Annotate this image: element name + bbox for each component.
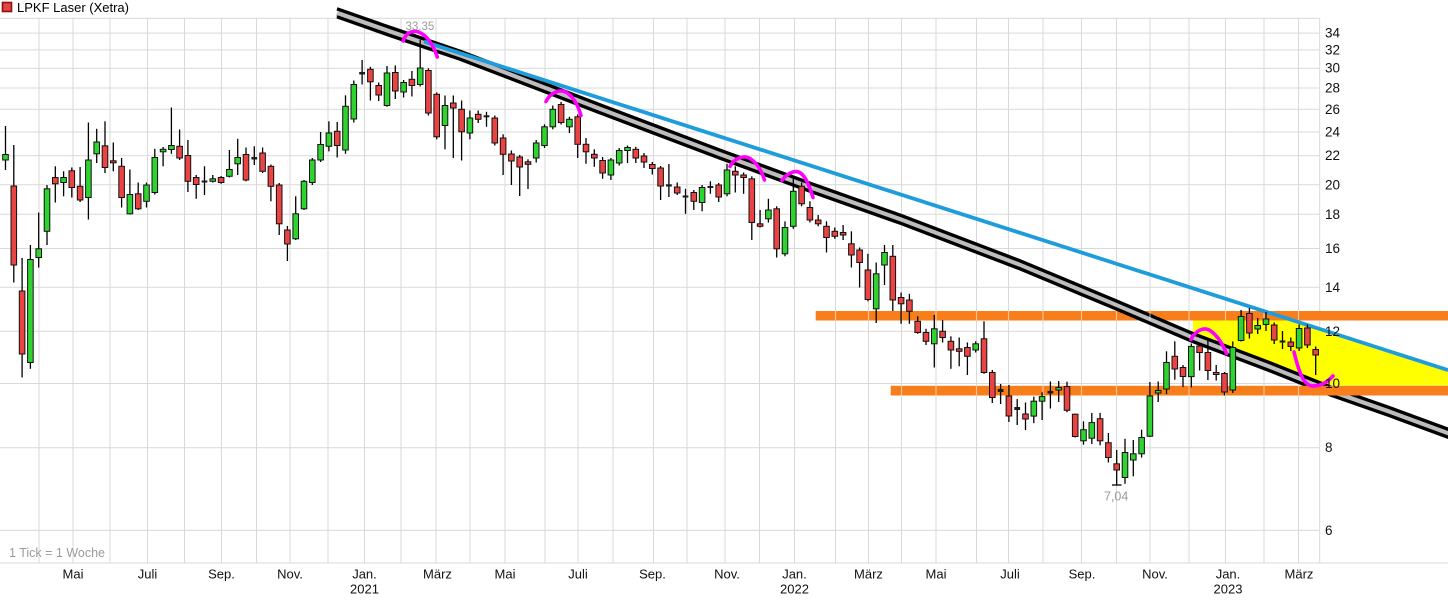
svg-text:Sep.: Sep.	[639, 567, 666, 582]
svg-text:24: 24	[1325, 125, 1341, 140]
svg-text:März: März	[1285, 567, 1314, 582]
svg-text:2022: 2022	[780, 582, 809, 597]
svg-text:Nov.: Nov.	[277, 567, 303, 582]
svg-text:Mai: Mai	[63, 567, 84, 582]
svg-text:10: 10	[1325, 376, 1340, 391]
svg-text:2021: 2021	[350, 582, 379, 597]
svg-text:28: 28	[1325, 81, 1340, 96]
svg-text:22: 22	[1325, 148, 1340, 163]
svg-text:8: 8	[1325, 440, 1333, 455]
svg-text:2023: 2023	[1214, 582, 1243, 597]
svg-text:Mai: Mai	[495, 567, 516, 582]
svg-text:6: 6	[1325, 523, 1333, 538]
svg-text:26: 26	[1325, 102, 1340, 117]
svg-text:16: 16	[1325, 241, 1340, 256]
svg-text:14: 14	[1325, 280, 1341, 295]
svg-text:März: März	[423, 567, 452, 582]
svg-text:12: 12	[1325, 324, 1340, 339]
svg-text:33,35: 33,35	[406, 21, 435, 33]
svg-text:Mai: Mai	[926, 567, 947, 582]
svg-text:32: 32	[1325, 42, 1340, 57]
svg-text:30: 30	[1325, 61, 1340, 76]
svg-text:1 Tick = 1 Woche: 1 Tick = 1 Woche	[9, 546, 105, 560]
svg-text:LPKF Laser (Xetra): LPKF Laser (Xetra)	[17, 0, 129, 15]
svg-text:Juli: Juli	[138, 567, 158, 582]
svg-text:18: 18	[1325, 207, 1340, 222]
svg-text:Jan.: Jan.	[352, 567, 377, 582]
svg-text:März: März	[854, 567, 883, 582]
svg-text:20: 20	[1325, 177, 1340, 192]
svg-text:Juli: Juli	[568, 567, 588, 582]
svg-text:7,04: 7,04	[1104, 490, 1128, 504]
svg-text:Sep.: Sep.	[1069, 567, 1096, 582]
svg-text:Jan.: Jan.	[1216, 567, 1241, 582]
svg-text:34: 34	[1325, 26, 1341, 41]
svg-text:Jan.: Jan.	[782, 567, 807, 582]
svg-text:Juli: Juli	[1000, 567, 1020, 582]
svg-text:Nov.: Nov.	[714, 567, 740, 582]
svg-text:Nov.: Nov.	[1142, 567, 1168, 582]
svg-text:Sep.: Sep.	[208, 567, 235, 582]
